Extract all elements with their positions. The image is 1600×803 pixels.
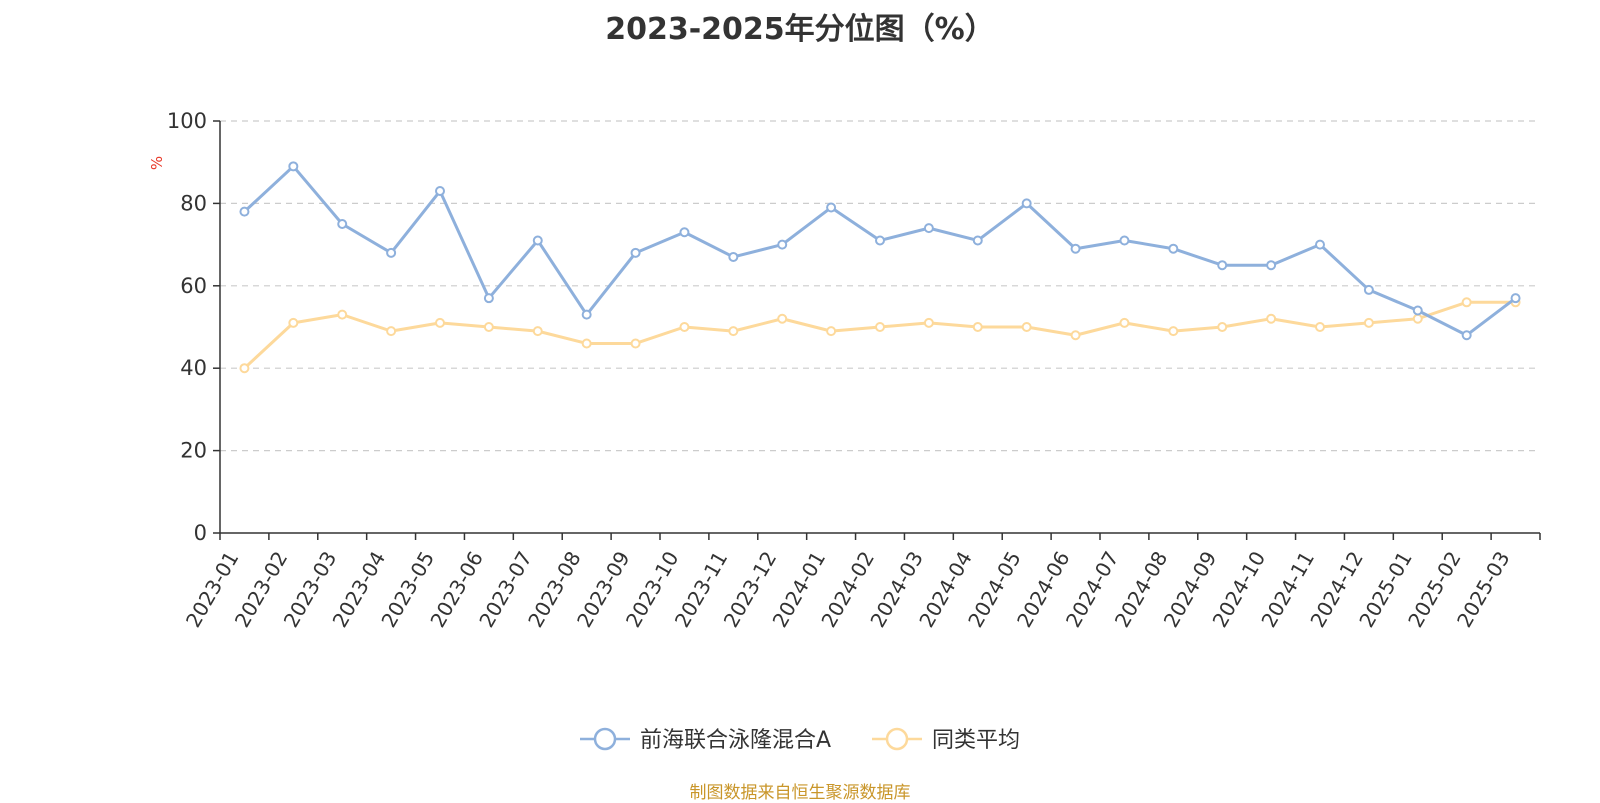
series-group	[239, 161, 1521, 341]
y-tick-label: 60	[180, 274, 207, 298]
axes	[219, 121, 1540, 534]
data-point[interactable]	[826, 202, 837, 213]
data-point[interactable]	[1363, 317, 1374, 328]
y-tick-label: 20	[180, 439, 207, 463]
y-tick-label: 100	[167, 109, 207, 133]
data-point[interactable]	[630, 247, 641, 258]
legend-marker-swatch	[885, 727, 909, 751]
data-point[interactable]	[728, 251, 739, 262]
data-point[interactable]	[1412, 313, 1423, 324]
data-point[interactable]	[1217, 260, 1228, 271]
data-point[interactable]	[532, 235, 543, 246]
data-point[interactable]	[679, 322, 690, 332]
legend-item[interactable]: 同类平均	[872, 727, 1020, 753]
data-point[interactable]	[239, 363, 250, 374]
data-point[interactable]	[386, 247, 397, 258]
data-point[interactable]	[1315, 322, 1325, 332]
data-point[interactable]	[337, 309, 348, 320]
data-point[interactable]	[1217, 322, 1228, 332]
y-tick-label: 80	[180, 191, 207, 215]
data-point[interactable]	[532, 326, 543, 337]
data-point[interactable]	[972, 235, 983, 246]
data-point[interactable]	[1119, 317, 1130, 328]
data-point[interactable]	[1021, 322, 1032, 332]
data-point[interactable]	[1315, 239, 1325, 250]
data-point[interactable]	[581, 338, 592, 349]
data-point[interactable]	[630, 338, 641, 349]
y-tick-label: 40	[180, 356, 207, 380]
data-point[interactable]	[923, 223, 934, 234]
data-point[interactable]	[337, 219, 348, 229]
x-axis-ticks: 2023-012023-022023-032023-042023-052023-…	[181, 533, 1541, 631]
legend-label: 前海联合泳隆混合A	[640, 728, 831, 753]
data-point[interactable]	[1070, 243, 1081, 254]
legend-label: 同类平均	[932, 728, 1020, 753]
data-point[interactable]	[483, 293, 494, 304]
data-point[interactable]	[288, 317, 299, 328]
data-point[interactable]	[1461, 297, 1472, 308]
data-point[interactable]	[386, 326, 397, 337]
data-point[interactable]	[483, 322, 494, 332]
data-point[interactable]	[972, 322, 983, 332]
data-point[interactable]	[826, 326, 837, 337]
data-point[interactable]	[1510, 293, 1521, 304]
data-point[interactable]	[1070, 330, 1081, 341]
data-point[interactable]	[1461, 330, 1472, 341]
grid-lines	[220, 120, 1540, 452]
data-point[interactable]	[1412, 305, 1423, 316]
chart-title: 2023-2025年分位图（%）	[605, 12, 995, 47]
data-point[interactable]	[435, 186, 445, 197]
data-point[interactable]	[923, 317, 934, 328]
data-point[interactable]	[1363, 284, 1374, 295]
y-tick-label: 0	[194, 521, 207, 545]
legend-marker-swatch	[593, 727, 617, 751]
data-point[interactable]	[679, 227, 690, 238]
y-axis-ticks: 0 20 40 60 80 100	[167, 109, 220, 545]
data-point[interactable]	[1168, 243, 1179, 254]
data-point[interactable]	[1021, 198, 1032, 209]
series-lines	[239, 161, 1521, 374]
legend-item[interactable]: 前海联合泳隆混合A	[580, 727, 831, 753]
data-point[interactable]	[581, 309, 592, 320]
data-point[interactable]	[875, 322, 885, 332]
data-point[interactable]	[728, 326, 739, 337]
series-group	[239, 297, 1521, 374]
data-point[interactable]	[1266, 313, 1277, 324]
data-point[interactable]	[435, 317, 445, 328]
data-point[interactable]	[777, 239, 788, 250]
series-line	[243, 300, 1516, 370]
data-point[interactable]	[239, 206, 250, 217]
legend[interactable]: 前海联合泳隆混合A 同类平均	[580, 727, 1020, 753]
data-point[interactable]	[1119, 235, 1130, 246]
data-point[interactable]	[777, 313, 788, 324]
data-point[interactable]	[1168, 326, 1179, 337]
data-point[interactable]	[1266, 260, 1277, 271]
data-point[interactable]	[875, 235, 885, 246]
data-point[interactable]	[288, 161, 299, 172]
y-axis-unit-label: %	[148, 156, 166, 170]
data-source-note: 制图数据来自恒生聚源数据库	[689, 783, 911, 803]
